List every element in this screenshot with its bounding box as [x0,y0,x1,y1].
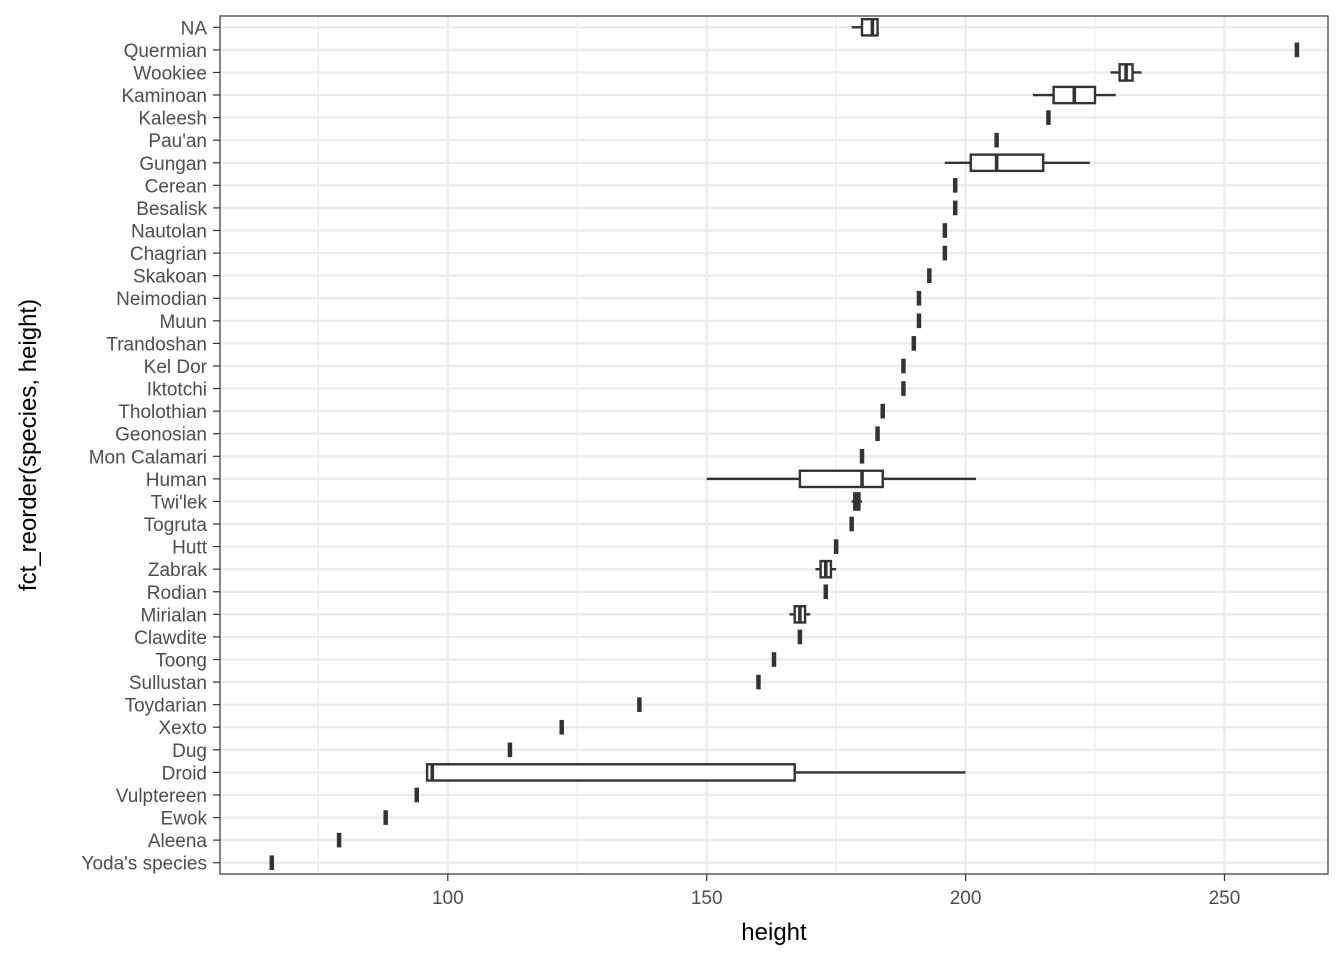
y-tick-label: Mon Calamari [89,447,207,468]
y-tick-label: Wookiee [133,63,207,84]
y-tick-label: Trandoshan [106,334,207,355]
y-axis: Yoda's speciesAleenaEwokVulptereenDroidD… [82,18,220,875]
box-series [269,17,1300,871]
box-mirialan [789,605,811,624]
y-tick-label: Pau'an [148,131,207,152]
box-droid [425,763,966,782]
y-tick-label: Nautolan [131,222,207,243]
y-tick-label: Muun [159,312,207,333]
box-twi-lek [851,492,863,511]
x-axis-title: height [741,919,807,946]
box-iqr [798,469,884,489]
y-tick-label: Sullustan [129,673,207,694]
box-kaminoan [1032,85,1116,105]
x-tick-label: 250 [1209,888,1241,909]
y-tick-label: Xexto [158,718,207,739]
y-tick-label: Toong [155,651,207,672]
box-human [706,469,976,489]
y-tick-label: Twi'lek [151,492,208,513]
y-tick-label: Quermian [124,41,207,62]
y-tick-label: Rodian [147,583,207,604]
x-tick-label: 200 [950,888,982,909]
y-tick-label: Dug [172,741,207,762]
y-tick-label: Tholothian [118,402,207,423]
y-tick-label: Aleena [148,831,208,852]
y-tick-label: Cerean [145,176,207,197]
y-tick-label: Vulptereen [116,786,207,807]
y-tick-label: Iktotchi [147,380,207,401]
minor-gridlines [317,16,1096,874]
box-na [851,17,879,37]
y-axis-title: fct_reorder(species, height) [15,299,42,591]
y-tick-label: Kel Dor [144,357,208,378]
y-tick-label: Toydarian [125,696,207,717]
y-tick-label: Geonosian [115,425,207,446]
y-tick-label: NA [181,18,208,39]
x-tick-label: 150 [691,888,723,909]
y-tick-label: Ewok [161,809,208,830]
y-tick-label: Yoda's species [82,854,207,875]
box-wookiee [1110,63,1142,82]
y-tick-label: Human [146,470,207,491]
y-tick-label: Gungan [139,154,207,175]
y-tick-label: Chagrian [130,244,207,265]
y-tick-label: Besalisk [136,199,207,220]
y-tick-label: Hutt [172,538,208,559]
y-tick-label: Droid [162,763,207,784]
y-tick-label: Zabrak [148,560,208,581]
x-axis: 100 150 200 250 [432,874,1240,909]
y-tick-label: Kaleesh [138,109,207,130]
panel-border [219,15,1329,875]
major-gridlines [220,16,1328,874]
x-tick-label: 100 [432,888,464,909]
y-tick-label: Skakoan [133,267,207,288]
box-iqr [969,153,1045,173]
y-tick-label: Mirialan [140,605,207,626]
y-tick-label: Togruta [144,515,208,536]
box-iqr [425,763,796,782]
y-tick-label: Clawdite [134,628,207,649]
y-tick-label: Kaminoan [121,86,207,107]
box-zabrak [815,559,837,579]
box-iqr [860,17,879,37]
y-tick-label: Neimodian [116,289,207,310]
box-gungan [944,153,1090,173]
